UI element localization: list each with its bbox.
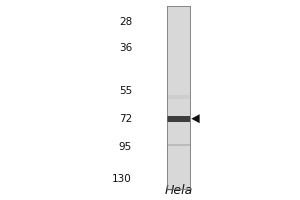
Text: 130: 130: [112, 174, 132, 184]
Text: 95: 95: [119, 142, 132, 152]
Text: 36: 36: [119, 43, 132, 53]
Text: 28: 28: [119, 17, 132, 27]
Text: Hela: Hela: [164, 184, 193, 197]
Bar: [167, 6, 190, 189]
Polygon shape: [191, 114, 200, 123]
Bar: [167, 95, 190, 99]
Bar: [167, 144, 190, 146]
Bar: [167, 116, 190, 122]
Text: 55: 55: [119, 86, 132, 96]
Text: 72: 72: [119, 114, 132, 124]
